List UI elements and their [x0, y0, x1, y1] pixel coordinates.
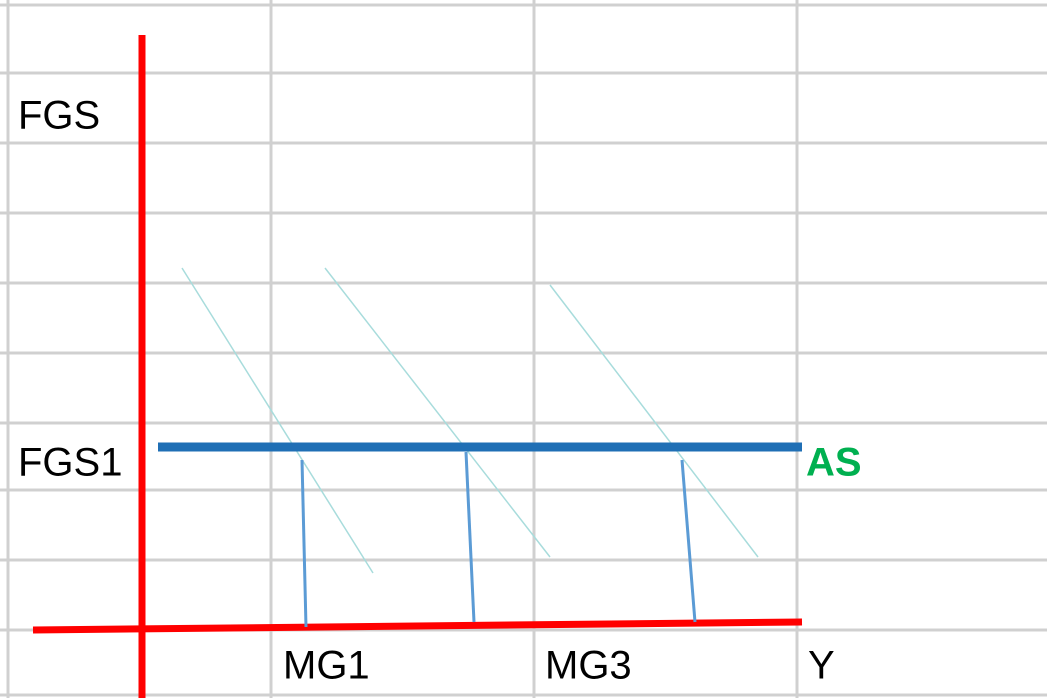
drop-line [464, 451, 476, 623]
diagonal-line [181, 267, 374, 574]
y-level-label: FGS1 [18, 441, 122, 485]
y-axis-label: FGS [18, 94, 100, 138]
drop-line [680, 459, 697, 623]
curve-label: AS [806, 441, 862, 485]
x-mark-label: MG1 [283, 644, 370, 688]
diagonal-line [324, 267, 551, 558]
x-axis-label: Y [808, 644, 835, 688]
drop-line [300, 459, 308, 628]
demand-lines [181, 267, 759, 574]
drop-lines [300, 451, 697, 628]
x-mark-label: MG3 [545, 644, 632, 688]
diagonal-line [549, 284, 759, 558]
x-axis [32, 618, 803, 634]
